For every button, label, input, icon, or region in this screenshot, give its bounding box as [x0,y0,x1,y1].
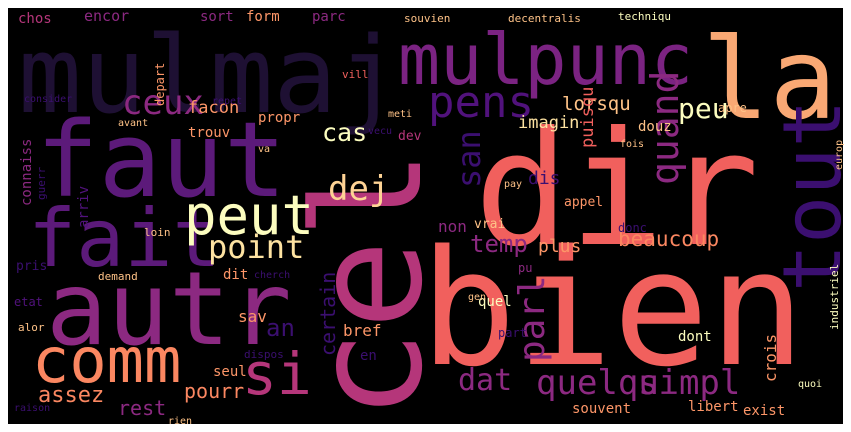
word: imagin [518,113,579,133]
word: vecu [368,126,392,137]
word: loin [144,226,171,239]
word: cel [282,149,456,420]
word: gen [468,292,486,303]
word: en [360,348,377,364]
word: raison [14,403,50,414]
word: non [438,217,467,236]
word: bien [420,215,805,402]
word: facon [188,98,239,118]
word: beaucoup [618,227,719,251]
word: quel [478,294,512,310]
word: encor [84,7,129,25]
word: assez [38,383,104,408]
word: ceux [122,83,204,123]
word: dej [328,169,389,209]
word: dir [474,98,759,282]
word: trouv [188,125,230,141]
word: repet [212,96,242,107]
word: parc [312,9,346,25]
word: form [246,9,280,25]
word: industriel [828,264,841,330]
word: pay [504,179,522,190]
word: quelqu [536,363,659,403]
word: propr [258,110,300,126]
word: apre [718,101,747,115]
word: consider [24,94,72,105]
word: techniqu [618,10,671,23]
word: peut [184,184,314,247]
word: souvien [404,12,450,25]
word: dit [223,267,248,283]
word: arriv [76,186,92,228]
word: appel [564,195,603,210]
word: an [266,314,295,342]
word: etat [14,295,43,309]
word: cas [322,118,367,147]
word: certain [316,272,340,356]
word: europ [834,140,845,170]
word: exist [743,403,785,419]
word: rien [168,416,192,427]
word: autr [46,250,292,369]
word: fait [28,192,221,285]
word: part [498,326,527,340]
word: dont [678,329,712,345]
word: mulmaj [18,14,401,137]
word: sort [200,9,234,25]
word: parl [512,275,553,362]
word: dat [458,363,512,398]
word: souvent [572,401,631,417]
word: va [258,144,270,155]
word: demand [98,270,138,283]
word: alor [18,321,45,334]
word: pens [428,77,534,128]
word: connaiss [19,139,35,206]
word: rest [118,396,166,420]
word: lorsqu [562,93,631,115]
word: meti [388,109,412,120]
word: cherch [254,270,290,281]
word: peu [678,92,729,125]
word: douz [638,119,672,135]
word: dev [398,129,422,144]
word: bref [343,321,382,340]
word: pu [518,261,532,275]
word: si [242,340,312,408]
word: quoi [798,379,822,390]
word: dispos [244,348,284,361]
word: san [450,130,488,188]
word: plus [538,236,581,257]
word: crois [761,334,780,382]
word: dis [528,168,561,189]
word: pris [16,259,47,274]
word: pourr [184,379,244,403]
cloud-background [8,8,843,424]
word: chos [18,11,52,27]
word: sav [238,307,267,326]
word: point [208,228,304,266]
word: vill [342,68,369,81]
word: la [702,15,837,145]
word: faut [36,99,286,221]
word: simpl [638,363,740,403]
word: vrai [474,217,505,232]
word: depart [153,63,167,106]
word: mulpunc [398,19,693,101]
word: comm [32,324,181,397]
word: avant [118,118,148,129]
word: tout [766,99,851,292]
word: decentralis [508,12,581,25]
word: temp [470,230,528,258]
word: fois [620,139,644,150]
word: seul [213,364,247,380]
word: guerr [35,167,48,200]
word: puisqu [578,87,598,148]
word: libert [688,399,739,415]
word: donc [618,221,647,235]
word: quand [643,71,687,185]
